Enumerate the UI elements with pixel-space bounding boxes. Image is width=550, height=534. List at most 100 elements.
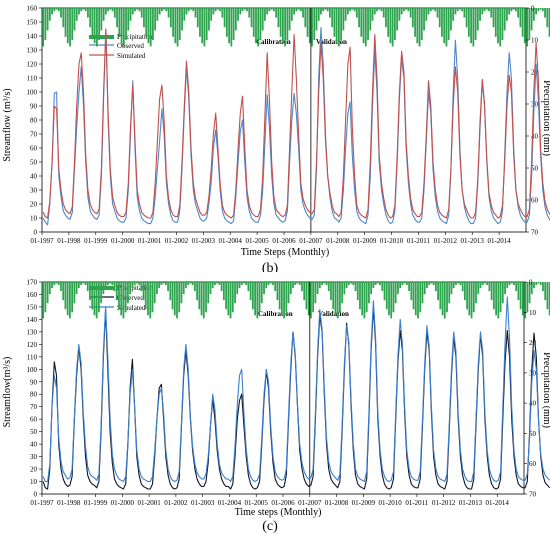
chart-b-precip-bar	[299, 8, 302, 12]
chart-b-precip-bar	[143, 8, 145, 28]
chart-c-precip-bar	[504, 282, 506, 295]
chart-b-x-tick-label: 01-2014	[487, 237, 511, 245]
chart-b-precip-bar	[257, 8, 260, 47]
chart-b-precip-bar	[313, 8, 316, 40]
chart-b-precip-bar	[463, 8, 466, 18]
chart-b-x-axis-title: Time Steps (Monthly)	[241, 247, 330, 258]
chart-c-precip-bar	[361, 282, 364, 316]
chart-b-precip-bar	[277, 8, 280, 28]
chart-c-precip-bar	[182, 282, 185, 295]
chart-b-precip-bar	[84, 8, 87, 12]
chart-b-y2-tick-label: 60	[531, 197, 539, 205]
chart-c-precip-bar	[276, 282, 279, 301]
chart-b-precip-bar	[145, 8, 148, 37]
chart-c-precip-bar	[490, 282, 493, 301]
chart-b-y-tick-label: 30	[30, 187, 38, 195]
chart-c-precip-bar	[196, 282, 198, 301]
chart-b-precip-bar	[259, 8, 262, 40]
chart-c-precip-bar	[104, 282, 107, 289]
chart-b-precip-bar	[136, 8, 139, 10]
chart-c-precip-bar	[138, 282, 140, 286]
chart-b-precip-bar	[160, 8, 163, 12]
chart-c-precip-bar	[118, 282, 120, 310]
chart-b-y2-axis-title: Precipitation (mm)	[541, 80, 550, 156]
chart-c-precip-bar	[368, 282, 370, 304]
chart-b-precip-bar	[181, 8, 183, 31]
chart-c-precip-bar	[492, 282, 495, 310]
chart-c-precip-bar	[513, 282, 515, 286]
chart-c-precip-bar	[173, 282, 176, 316]
chart-c-precip-bar	[149, 282, 152, 319]
chart-c-precip-bar	[486, 282, 489, 286]
chart-b-y-tick-label: 0	[34, 229, 38, 237]
chart-b-precip-bar	[196, 8, 199, 28]
chart-b-precip-bar	[387, 8, 390, 37]
chart-b-precip-bar	[394, 8, 396, 40]
chart-b-precip-bar	[398, 8, 401, 21]
chart-b-precip-bar	[120, 8, 123, 44]
chart-b-precip-bar	[53, 8, 56, 12]
chart-b-y-tick-label: 50	[30, 159, 38, 167]
chart-b-y2-tick-label: 10	[531, 37, 539, 45]
chart-b-precip-bar	[461, 8, 464, 12]
chart-c-y-tick-label: 60	[30, 416, 38, 424]
chart-c-precip-bar	[82, 282, 85, 284]
chart-c-precip-bar	[147, 282, 149, 316]
chart-b-precip-bar	[322, 8, 325, 12]
chart-b-precip-bar	[335, 8, 338, 44]
chart-c-precip-bar	[294, 282, 297, 286]
chart-c-y-tick-label: 160	[27, 291, 38, 299]
chart-b-precip-bar	[223, 8, 226, 28]
chart-c-y2-tick-label: 40	[529, 400, 537, 408]
chart-b-precip-bar	[396, 8, 399, 31]
chart-c-precip-bar	[48, 282, 51, 295]
chart-b-y-tick-label: 20	[30, 201, 38, 209]
chart-c-x-tick-label: 01-2007	[298, 499, 322, 507]
chart-b-precip-bar	[57, 8, 60, 12]
chart-c-precip-bar	[256, 282, 259, 319]
chart-b-precip-bar	[149, 8, 152, 47]
chart-b-precip-bar	[127, 8, 130, 31]
chart-b-precip-bar	[510, 8, 513, 12]
chart-c-simulated-line	[42, 296, 550, 483]
chart-c-precip-bar	[350, 282, 352, 284]
chart-c-y2-axis-title: Precipitation (mm)	[541, 352, 550, 428]
chart-c-precip-bar	[187, 282, 190, 286]
chart-b-precip-bar	[499, 8, 502, 47]
chart-b-x-tick-label: 01-2006	[272, 237, 296, 245]
chart-c-y2-tick-label: 50	[529, 430, 537, 438]
chart-b-precip-bar	[82, 8, 85, 10]
chart-c-precip-bar	[312, 282, 315, 313]
chart-c-y-tick-label: 30	[30, 453, 38, 461]
chart-b-precip-bar	[75, 8, 78, 21]
chart-b-precip-bar	[308, 8, 311, 44]
chart-b-precip-bar	[205, 8, 208, 40]
chart-c-legend-precip: Precipitation	[117, 284, 153, 292]
chart-b-precip-bar	[420, 8, 423, 40]
chart-c-precip-bar	[93, 282, 96, 316]
chart-c-precip-bar	[142, 282, 145, 301]
chart-b-precip-bar	[512, 8, 515, 10]
chart-b-precip-bar	[407, 8, 410, 12]
chart-b-precip-bar	[270, 8, 273, 10]
chart-c-precip-bar	[365, 282, 368, 313]
chart-b-precip-bar	[382, 8, 385, 18]
chart-b-precip-bar	[378, 8, 381, 10]
chart-b-precip-bar	[297, 8, 300, 10]
chart-c-precip-bar	[66, 282, 69, 316]
chart-b-calibration-label: Calibration	[256, 38, 291, 46]
chart-b-y2-tick-label: 40	[531, 133, 539, 141]
chart-b-precip-bar	[156, 8, 159, 21]
chart-b-precip-bar	[44, 8, 47, 40]
chart-c-y-tick-label: 100	[27, 366, 38, 374]
chart-c-precip-bar	[524, 282, 527, 319]
chart-b-precip-bar	[436, 8, 439, 18]
chart-b-precip-bar	[138, 8, 141, 12]
chart-c-precip-bar	[307, 282, 310, 316]
chart-c-precip-bar	[144, 282, 147, 310]
chart-c-y-tick-label: 170	[27, 279, 38, 287]
chart-b-precip-bar	[93, 8, 96, 44]
chart-c-precip-bar	[477, 282, 480, 295]
chart-c-y2-tick-label: 60	[529, 460, 537, 468]
